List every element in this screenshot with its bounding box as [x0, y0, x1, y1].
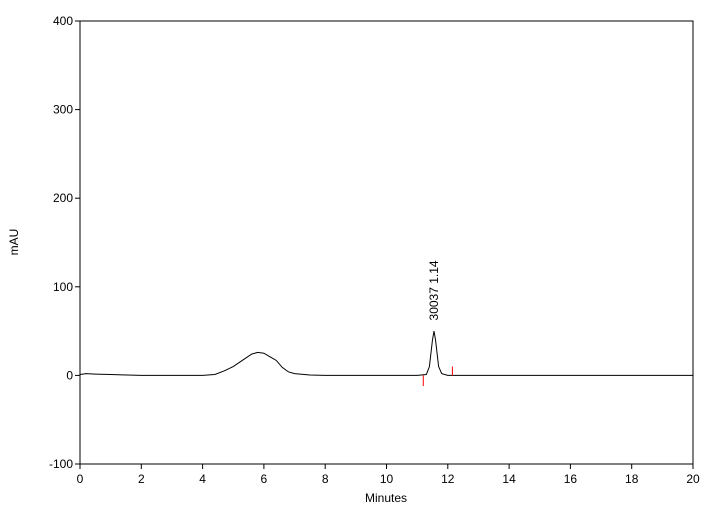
x-tick-label: 14: [502, 472, 516, 486]
peak-label: 30037 1.14: [427, 260, 441, 320]
x-tick-label: 10: [380, 472, 394, 486]
y-tick-label: 400: [53, 14, 73, 28]
x-axis-label: Minutes: [365, 491, 407, 505]
x-tick-label: 20: [686, 472, 700, 486]
x-tick-label: 4: [199, 472, 206, 486]
y-axis-label: mAU: [7, 229, 21, 256]
x-tick-label: 6: [261, 472, 268, 486]
y-tick-label: 100: [53, 280, 73, 294]
y-tick-label: 300: [53, 103, 73, 117]
y-tick-label: -100: [49, 457, 73, 471]
x-tick-label: 12: [441, 472, 455, 486]
x-tick-label: 18: [625, 472, 639, 486]
trace-line: [79, 331, 693, 376]
y-tick-label: 200: [53, 191, 73, 205]
x-tick-label: 2: [138, 472, 145, 486]
y-tick-label: 0: [66, 368, 73, 382]
x-tick-label: 0: [77, 472, 84, 486]
x-tick-label: 16: [564, 472, 578, 486]
x-tick-label: 8: [322, 472, 329, 486]
